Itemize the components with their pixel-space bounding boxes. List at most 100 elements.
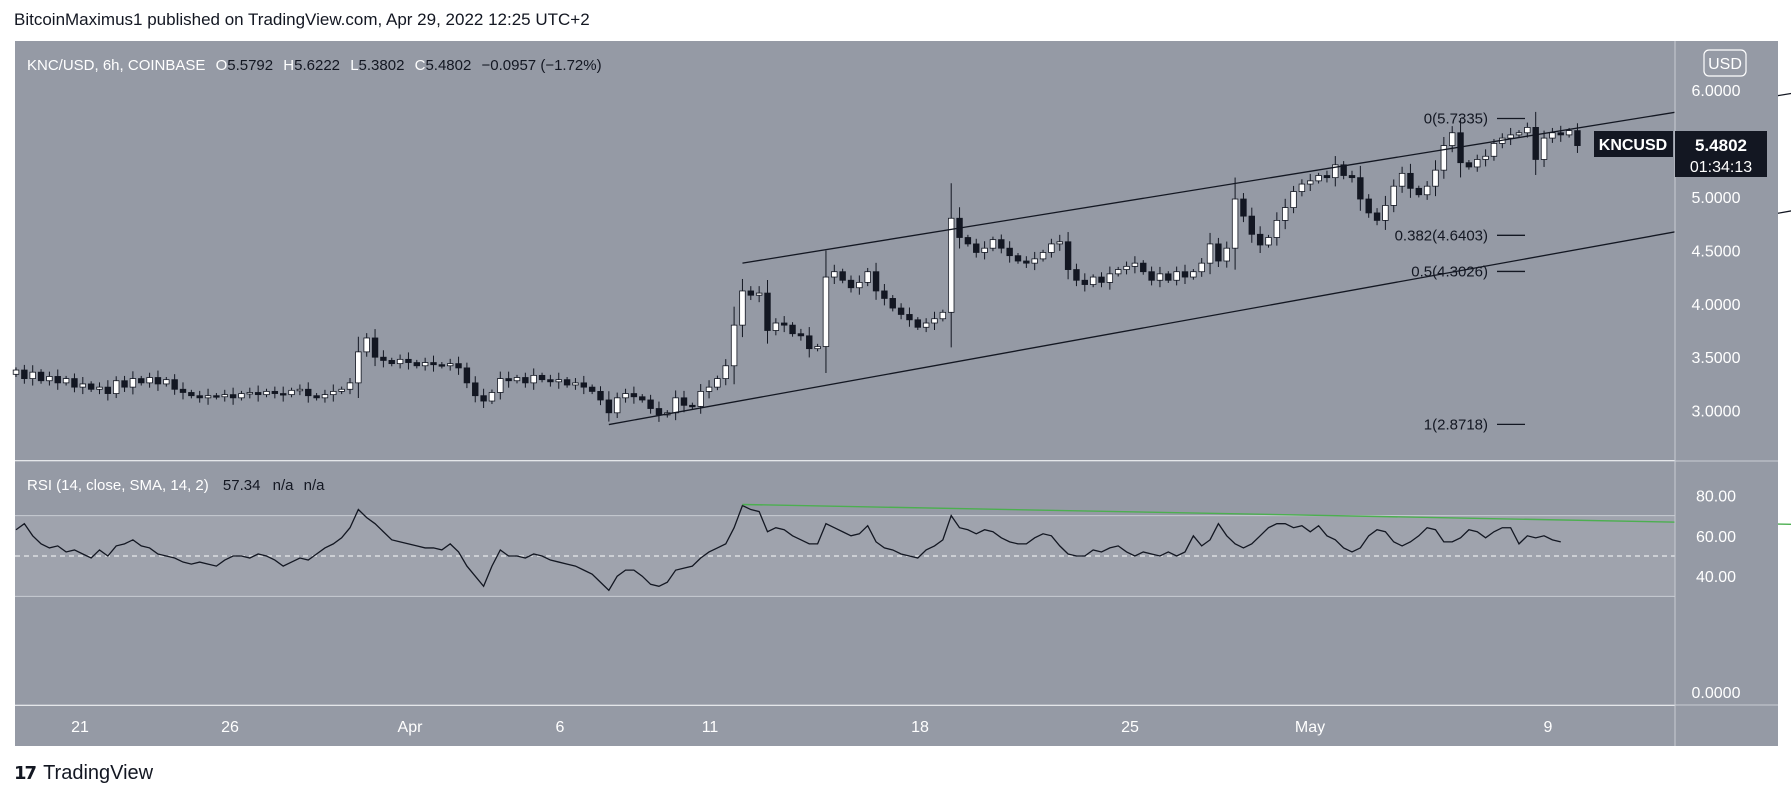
- candle: [330, 384, 337, 402]
- candle: [371, 329, 379, 367]
- time-axis[interactable]: 21 26 Apr 6 11 18 25 May 9: [71, 719, 1552, 736]
- currency-badge[interactable]: USD: [1703, 49, 1747, 77]
- candle-body-down: [1081, 279, 1088, 285]
- candle-body-up: [288, 389, 295, 396]
- candle-body-up: [1131, 262, 1139, 267]
- candle: [1365, 194, 1372, 218]
- rsi-scale[interactable]: 0.0000 40.00 60.00 80.00: [1692, 488, 1741, 702]
- candle-body-up: [831, 271, 838, 278]
- candle-body-down: [1348, 175, 1356, 179]
- candle-body-down: [279, 393, 287, 396]
- candle-body-up: [755, 292, 763, 296]
- rsi-legend-na-2: n/a: [304, 477, 326, 494]
- trendline-lower[interactable]: [608, 168, 1791, 426]
- candle-body-up: [1115, 269, 1122, 275]
- legend-low-label: L: [350, 57, 358, 74]
- price-tick-label: 5.0000: [1692, 190, 1741, 207]
- candle-body-up: [939, 311, 947, 320]
- candle: [755, 286, 763, 303]
- candle: [964, 234, 972, 247]
- candle-body-down: [380, 356, 387, 361]
- candle-body-up: [1482, 155, 1489, 160]
- price-panel[interactable]: [15, 41, 1675, 460]
- candle: [588, 384, 596, 395]
- candle-body-up: [321, 394, 329, 399]
- candle: [346, 378, 354, 395]
- candle-body-up: [338, 388, 345, 392]
- fib-level[interactable]: 0(5.7335): [1424, 110, 1525, 127]
- candle-body-down: [1023, 260, 1030, 264]
- candle-body-up: [1432, 169, 1439, 187]
- candle: [238, 390, 245, 401]
- candle: [522, 372, 529, 388]
- candle: [1307, 173, 1314, 192]
- price-tag-value: 5.4802: [1695, 136, 1747, 155]
- candle: [847, 275, 855, 293]
- candle: [764, 279, 771, 344]
- candle-body-up: [238, 393, 245, 399]
- candle: [305, 382, 312, 403]
- candle-body-down: [1248, 215, 1255, 235]
- price-plot-area: 0(5.7335) 0.382(4.6403) 0.5(4.3026) 1(2.871…: [12, 92, 1791, 433]
- candle-body-up: [46, 376, 53, 382]
- candle: [614, 392, 621, 419]
- candle-body-down: [179, 388, 187, 393]
- candle: [605, 391, 613, 422]
- legend-high-label: H: [283, 57, 294, 74]
- candle: [229, 387, 237, 405]
- candle: [1206, 232, 1214, 275]
- candle-body-up: [772, 322, 780, 331]
- candle-body-down: [789, 324, 796, 335]
- candle-body-down: [138, 378, 145, 384]
- candle-body-up: [113, 380, 120, 394]
- candle-body-down: [430, 362, 437, 366]
- candle: [421, 357, 429, 371]
- time-tick-label: 18: [911, 719, 929, 736]
- candle-body-down: [839, 271, 846, 281]
- candle-body-down: [196, 395, 203, 399]
- candle-body-up: [1540, 137, 1548, 160]
- candle: [12, 367, 20, 377]
- candle-body-up: [129, 378, 137, 388]
- candle: [1006, 241, 1013, 263]
- candle-body-down: [405, 358, 412, 363]
- trendline-rsi-resistance[interactable]: [742, 503, 1791, 529]
- candle-body-down: [1340, 164, 1347, 176]
- fib-level[interactable]: 1(2.8718): [1424, 416, 1525, 433]
- candle-body-down: [547, 379, 554, 383]
- candle-body-down: [998, 239, 1005, 249]
- candle: [806, 327, 813, 358]
- candle: [1056, 234, 1063, 251]
- candle: [1064, 232, 1072, 280]
- candle: [1532, 111, 1539, 175]
- candle-body-up: [1031, 258, 1038, 264]
- candle-body-up: [981, 247, 988, 253]
- fib-level[interactable]: 0.382(4.6403): [1395, 227, 1525, 244]
- time-tick-label: 21: [71, 719, 89, 736]
- candle: [630, 386, 638, 404]
- candle-body-down: [505, 378, 512, 382]
- candle: [1332, 156, 1339, 187]
- candle: [538, 372, 546, 383]
- tradingview-logo[interactable]: 17 TradingView: [14, 762, 153, 785]
- candle: [1098, 272, 1105, 288]
- candles-group: [12, 111, 1581, 422]
- candle-body-down: [254, 392, 262, 396]
- candle-body-up: [1440, 145, 1448, 171]
- candle-body-up: [739, 290, 746, 326]
- candle-body-up: [296, 388, 304, 392]
- price-tick-label: 3.5000: [1692, 350, 1741, 367]
- candle-body-down: [37, 371, 45, 382]
- candle-body-down: [872, 271, 880, 292]
- candle-body-up: [513, 377, 521, 382]
- candle-body-up: [1273, 219, 1281, 238]
- legend-symbol: KNC/USD, 6h, COINBASE: [27, 57, 205, 74]
- fib-level[interactable]: 0.5(4.3026): [1411, 263, 1525, 280]
- publisher-header: BitcoinMaximus1 published on TradingView…: [14, 10, 590, 29]
- candle: [71, 373, 78, 393]
- candle-body-down: [1014, 255, 1022, 262]
- candle: [279, 386, 287, 402]
- candle-body-up: [1565, 130, 1573, 136]
- tradingview-brand: TradingView: [43, 762, 154, 784]
